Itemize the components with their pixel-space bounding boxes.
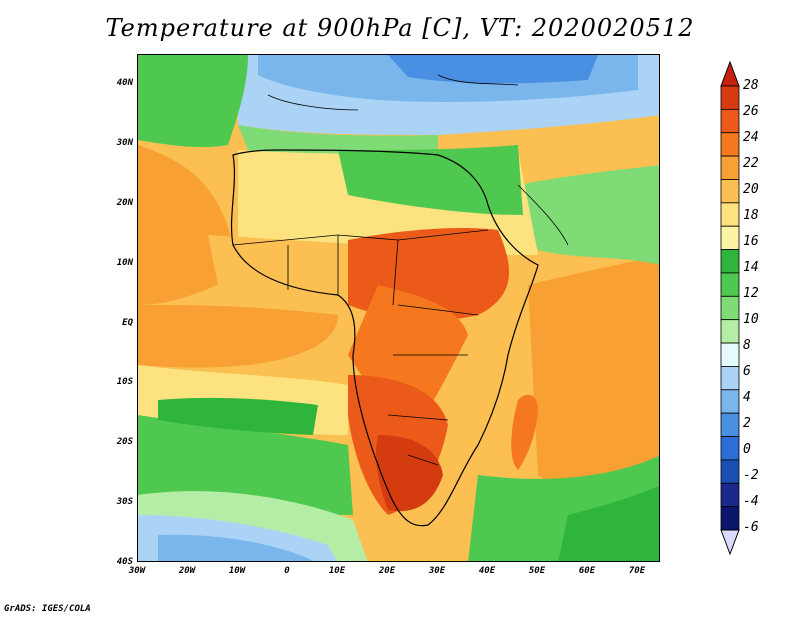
temperature-map	[137, 54, 660, 562]
map-title: Temperature at 900hPa [C], VT: 202002051…	[105, 14, 695, 42]
southern-colder	[158, 534, 314, 561]
colorbar-cell	[720, 225, 740, 250]
colorbar-label-2: 2	[743, 416, 751, 431]
colorbar	[720, 60, 740, 556]
colorbar-cell	[720, 459, 740, 484]
kalahari-hottest	[376, 435, 443, 512]
lon-label-20w: 20W	[178, 566, 196, 576]
colorbar-label-m2: -2	[743, 468, 759, 483]
south-indian-dark-green	[558, 485, 659, 561]
colorbar-min-arrow	[720, 529, 740, 556]
colorbar-label-m6: -6	[743, 520, 759, 535]
grads-credit: GrADS: IGES/COLA	[4, 604, 91, 614]
north-africa-green	[238, 125, 438, 158]
lon-label-30w: 30W	[128, 566, 146, 576]
colorbar-label-28: 28	[743, 78, 759, 93]
south-atlantic-green-band	[158, 397, 318, 435]
colorbar-cell	[720, 366, 740, 391]
colorbar-label-8: 8	[743, 338, 751, 353]
colorbar-cell	[720, 155, 740, 180]
lat-label-10s: 10S	[116, 377, 133, 387]
colorbar-cell	[720, 272, 740, 297]
lat-label-20s: 20S	[116, 437, 133, 447]
lon-label-60e: 60E	[578, 566, 596, 576]
lat-label-10n: 10N	[116, 258, 133, 268]
indian-ocean-warm	[528, 255, 659, 492]
sahara-green-patch	[338, 145, 523, 215]
colorbar-label-24: 24	[743, 130, 759, 145]
lat-label-eq: EQ	[122, 318, 133, 328]
colorbar-label-18: 18	[743, 208, 759, 223]
colorbar-max-arrow	[720, 60, 740, 87]
colorbar-label-6: 6	[743, 364, 751, 379]
country-borders	[232, 229, 489, 466]
lon-label-10e: 10E	[328, 566, 346, 576]
colorbar-cell	[720, 506, 740, 531]
colorbar-label-16: 16	[743, 234, 759, 249]
colorbar-label-26: 26	[743, 104, 759, 119]
colorbar-label-14: 14	[743, 260, 759, 275]
map-canvas	[138, 55, 659, 561]
colorbar-cell	[720, 342, 740, 367]
colorbar-cell	[720, 108, 740, 134]
colorbar-label-4: 4	[743, 390, 751, 405]
arabia-green	[518, 165, 659, 265]
gulf-warm-zone	[138, 305, 338, 368]
lat-label-40s: 40S	[116, 557, 133, 567]
colorbar-cell	[720, 412, 740, 437]
colorbar-cell	[720, 132, 740, 157]
colorbar-cell	[720, 295, 740, 321]
lon-label-50e: 50E	[528, 566, 546, 576]
lon-label-70e: 70E	[628, 566, 646, 576]
colorbar-cell	[720, 436, 740, 461]
colorbar-cell	[720, 179, 740, 204]
colorbar-cell	[720, 202, 740, 227]
colorbar-cell	[720, 389, 740, 414]
colorbar-label-10: 10	[743, 312, 759, 327]
colorbar-label-0: 0	[743, 442, 751, 457]
lon-label-0: 0	[284, 566, 290, 576]
colorbar-cells	[720, 85, 740, 531]
northwest-atlantic-green	[138, 55, 248, 148]
colorbar-cell	[720, 85, 740, 110]
colorbar-label-20: 20	[743, 182, 759, 197]
south-atlantic-green	[138, 415, 353, 515]
lon-label-30e: 30E	[428, 566, 446, 576]
eurasia-borders	[267, 74, 569, 246]
colorbar-label-22: 22	[743, 156, 759, 171]
lon-label-40e: 40E	[478, 566, 496, 576]
colorbar-label-12: 12	[743, 286, 759, 301]
madagascar	[511, 394, 538, 470]
colorbar-cell	[720, 249, 740, 274]
lon-label-10w: 10W	[228, 566, 246, 576]
lat-label-30s: 30S	[116, 497, 133, 507]
atlantic-warm-zone	[138, 145, 238, 305]
colorbar-cell	[720, 482, 740, 508]
lat-label-30n: 30N	[116, 138, 133, 148]
africa-coastline	[230, 149, 539, 527]
colorbar-label-m4: -4	[743, 494, 759, 509]
colorbar-cell	[720, 319, 740, 344]
lat-label-40n: 40N	[116, 78, 133, 88]
lat-label-20n: 20N	[116, 198, 133, 208]
lon-label-20e: 20E	[378, 566, 396, 576]
